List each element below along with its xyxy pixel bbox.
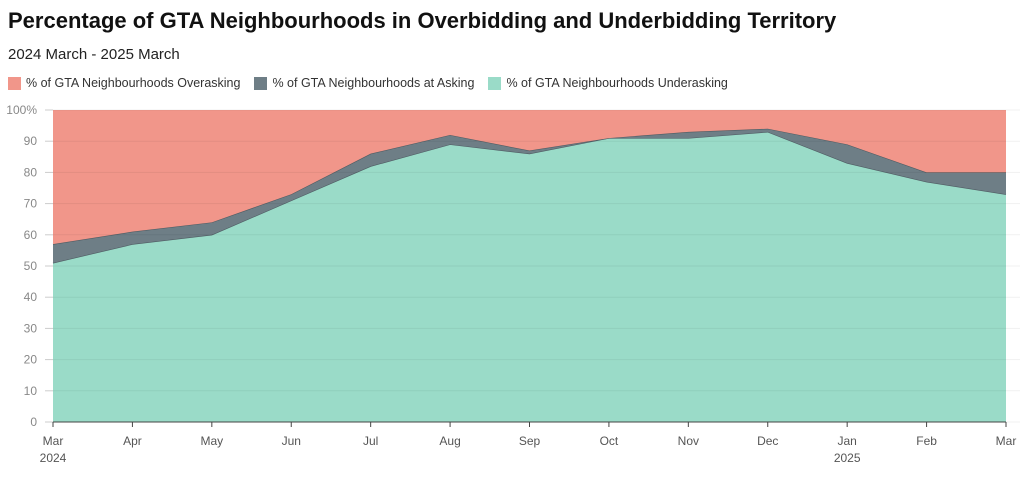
x-tick-label: Jun [282,434,301,448]
x-tick-label: Jan [837,434,856,448]
x-tick-label: Nov [678,434,699,448]
y-tick-label: 40 [24,290,38,304]
y-tick-label: 0 [30,415,37,429]
x-tick-label: Mar [43,434,64,448]
chart-subtitle: 2024 March - 2025 March [8,46,180,63]
legend-swatch [254,76,268,90]
x-year-label: 2025 [834,451,861,465]
y-tick-label: 20 [24,353,38,367]
x-tick-label: Jul [363,434,378,448]
y-tick-label: 60 [24,228,38,242]
x-tick-label: May [200,434,223,448]
y-tick-label: 50 [24,259,38,273]
y-tick-label: 30 [24,321,38,335]
legend-swatch [488,76,502,90]
legend-item: % of GTA Neighbourhoods at Asking [254,76,474,90]
y-tick-label: 80 [24,165,38,179]
x-year-label: 2024 [40,451,67,465]
y-tick-label: 100% [6,103,37,117]
y-tick-label: 10 [24,384,38,398]
x-tick-label: Apr [123,434,142,448]
x-tick-label: Mar [996,434,1017,448]
y-tick-label: 70 [24,197,38,211]
area-series-2 [53,110,1006,245]
area-series-0 [53,131,1006,422]
legend-swatch [8,76,21,90]
legend: % of GTA Neighbourhoods Overasking % of G… [8,76,728,90]
x-tick-label: Aug [439,434,460,448]
chart-title: Percentage of GTA Neighbourhoods in Over… [8,8,837,33]
x-tick-label: Dec [757,434,778,448]
x-tick-label: Sep [519,434,541,448]
y-tick-label: 90 [24,134,38,148]
x-tick-label: Oct [600,434,619,448]
legend-item: % of GTA Neighbourhoods Overasking [8,76,240,90]
legend-label: % of GTA Neighbourhoods at Asking [272,76,475,90]
legend-item: % of GTA Neighbourhoods Underasking [488,76,728,90]
legend-label: % of GTA Neighbourhoods Underasking [506,76,728,90]
legend-label: % of GTA Neighbourhoods Overasking [26,76,241,90]
x-tick-label: Feb [916,434,937,448]
